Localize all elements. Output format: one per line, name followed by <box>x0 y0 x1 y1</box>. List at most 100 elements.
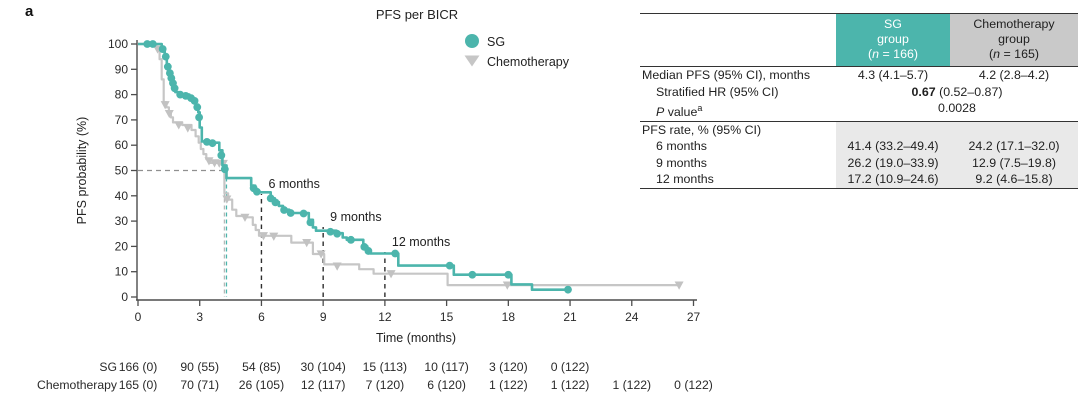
sg-censor-icon <box>564 285 572 294</box>
stats-chemo-value: 4.2 (2.8–4.2) <box>978 68 1050 82</box>
stats-row: 9 months 26.2 (19.0–33.9) 12.9 (7.5–19.8) <box>640 154 1078 172</box>
y-tick-label: 70 <box>115 113 129 127</box>
chemo-censor-icon <box>316 250 326 259</box>
stats-chemo-value: 12.9 (7.5–19.8) <box>950 154 1078 172</box>
sg-censor-icon <box>333 229 342 238</box>
stats-row: Stratified HR (95% CI) 0.67 (0.52–0.87) <box>640 84 1078 101</box>
risk-value: 12 (117) <box>301 378 346 392</box>
risk-value: 7 (120) <box>366 378 405 392</box>
sg-censor-icon <box>445 261 454 270</box>
stats-sg-value: 17.2 (10.9–24.6) <box>836 171 950 189</box>
risk-value: 26 (105) <box>239 378 284 392</box>
sg-censor-icon <box>280 206 288 214</box>
x-tick-label: 9 <box>320 310 327 324</box>
stats-header-empty-cell <box>640 13 836 67</box>
sg-censor-icon <box>161 52 170 61</box>
chart-legend: SG Chemotherapy <box>464 34 570 69</box>
y-tick-label: 100 <box>108 37 128 51</box>
stats-span-value: 0.67 (0.52–0.87) <box>911 84 1003 99</box>
legend-chemo-marker-icon <box>464 55 480 67</box>
sg-censor-icon <box>364 247 373 255</box>
x-tick-label: 27 <box>687 310 701 324</box>
chemo-censor-icon <box>174 121 184 130</box>
risk-value: 3 (120) <box>489 360 528 374</box>
stats-sg-value: 26.2 (19.0–33.9) <box>836 154 950 172</box>
sg-censor-icon <box>347 235 355 244</box>
stats-header-row: SG group (n = 166) Chemotherapy group (n = 16… <box>640 13 1078 67</box>
sg-censor-icon <box>220 165 229 174</box>
risk-value: 166 (0) <box>119 360 158 374</box>
stats-chemo-value: 24.2 (17.1–32.0) <box>950 138 1078 155</box>
number-at-risk-table: SG 166 (0) 90 (55) 54 (85) 30 (104) 15 (113) 1… <box>37 360 713 392</box>
sg-censor-icon <box>326 227 335 236</box>
sg-censor-icon <box>143 40 152 48</box>
timepoint-label: 6 months <box>268 177 319 191</box>
chemo-censor-icon <box>183 124 193 133</box>
chemo-censor-icon <box>386 270 396 279</box>
sg-censor-icon <box>391 249 400 258</box>
chemo-censor-icon <box>160 101 170 110</box>
stats-sg-value: 4.3 (4.1–5.7) <box>857 68 929 82</box>
stats-header-group-cell: Chemotherapy group (n = 165) <box>950 13 1078 67</box>
risk-value: 6 (120) <box>427 378 466 392</box>
risk-value: 0 (122) <box>551 360 590 374</box>
x-tick-label: 0 <box>135 310 142 324</box>
stats-row-label: Stratified HR (95% CI) <box>656 84 779 99</box>
chemo-censor-icon <box>302 239 312 248</box>
x-tick-label: 18 <box>502 310 516 324</box>
risk-value: 0 (122) <box>674 378 713 392</box>
stats-row: 12 months 17.2 (10.9–24.6) 9.2 (4.6–15.8) <box>640 171 1078 189</box>
stats-span-value: 0.0028 <box>938 101 976 115</box>
sg-censor-icon <box>306 218 315 227</box>
stats-row-label: 12 months <box>656 172 714 187</box>
risk-value: 90 (55) <box>180 360 219 374</box>
y-tick-label: 40 <box>115 189 129 203</box>
sg-censor-icon <box>299 209 308 218</box>
chemo-censor-icon <box>164 109 174 119</box>
risk-value: 54 (85) <box>242 360 281 374</box>
chemo-censor-icon <box>502 281 512 290</box>
chemo-censor-icon <box>269 232 279 241</box>
legend-sg-label: SG <box>487 35 505 49</box>
chemo-censor-icon <box>259 232 269 241</box>
x-tick-label: 3 <box>196 310 203 324</box>
y-tick-label: 0 <box>121 290 128 304</box>
x-axis-label: Time (months) <box>376 331 456 345</box>
x-tick-label: 21 <box>563 310 577 324</box>
chemo-censor-icon <box>332 262 342 271</box>
axes: 0 3 6 9 12 15 18 21 24 27 0 10 20 30 40 50 60 70 80 90 100 <box>108 37 701 324</box>
legend-sg-marker-icon <box>465 34 479 48</box>
sg-censor-icon <box>193 103 202 112</box>
sg-censor-icon <box>208 139 217 148</box>
y-tick-label: 20 <box>115 239 129 253</box>
chart-title: PFS per BICR <box>376 7 458 22</box>
sg-censor-icon <box>217 151 226 160</box>
y-tick-label: 50 <box>115 164 129 178</box>
sg-censor-icon <box>158 45 167 53</box>
risk-value: 15 (113) <box>363 360 408 374</box>
risk-value: 1 (122) <box>551 378 590 392</box>
timepoint-label: 9 months <box>330 210 381 224</box>
stats-row-label: PFS rate, % (95% CI) <box>640 120 836 139</box>
stats-chemo-value <box>950 120 1078 139</box>
risk-row-label: SG <box>99 360 117 374</box>
sg-censor-icon <box>468 270 477 279</box>
stats-row: PFS rate, % (95% CI) <box>640 120 1078 139</box>
sg-censor-icon <box>148 40 157 48</box>
sg-censor-icon <box>253 187 261 196</box>
stats-row-label: P valuea <box>656 103 703 120</box>
sg-censor-icon <box>170 84 179 93</box>
risk-value: 10 (117) <box>424 360 469 374</box>
chemo-censor-icon <box>222 195 232 204</box>
legend-chemo-label: Chemotherapy <box>487 55 570 69</box>
risk-value: 165 (0) <box>119 378 158 392</box>
stats-sg-value <box>836 120 950 139</box>
risk-value: 1 (122) <box>489 378 528 392</box>
stats-row-label: 6 months <box>656 139 707 154</box>
y-tick-label: 60 <box>115 138 129 152</box>
median-reference-lines <box>138 169 228 297</box>
risk-value: 70 (71) <box>180 378 219 392</box>
y-axis-label: PFS probability (%) <box>75 117 89 225</box>
sg-censor-icon <box>504 270 513 279</box>
